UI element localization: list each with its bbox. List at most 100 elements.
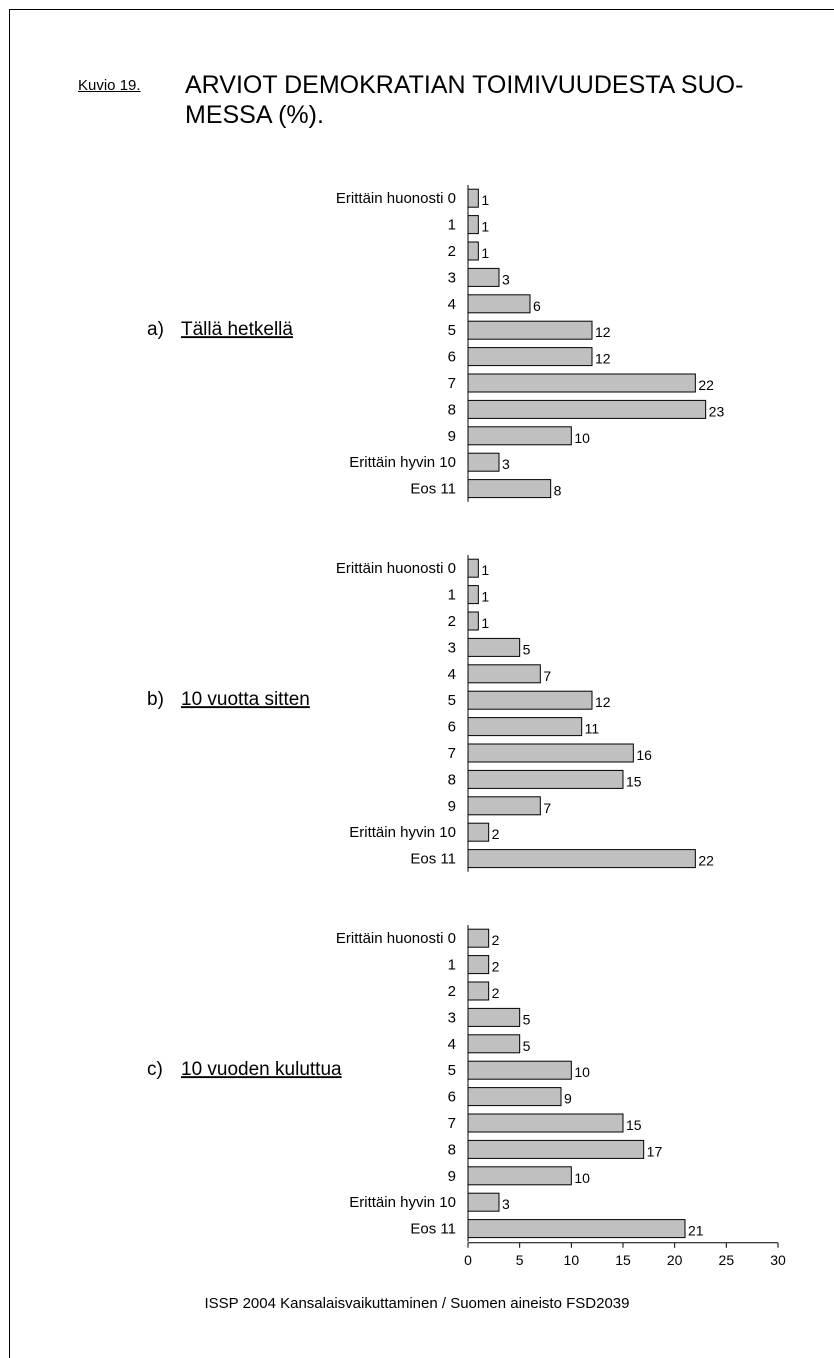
source-note: ISSP 2004 Kansalaisvaikuttaminen / Suome… — [204, 1295, 630, 1312]
bar — [467, 664, 541, 684]
category-label: 7 — [448, 745, 456, 762]
bar — [467, 585, 479, 605]
value-label: 2 — [492, 959, 500, 975]
value-label: 1 — [481, 192, 489, 208]
value-label: 1 — [481, 589, 489, 605]
bar — [467, 637, 521, 657]
group-label: Tällä hetkellä — [181, 319, 293, 340]
value-label: 5 — [523, 1038, 531, 1054]
value-label: 7 — [543, 668, 551, 684]
category-label: Erittäin huonosti 0 — [336, 560, 456, 577]
value-label: 6 — [533, 298, 541, 314]
bar — [467, 1087, 562, 1107]
value-label: 1 — [481, 615, 489, 631]
value-label: 3 — [502, 456, 510, 472]
value-label: 2 — [492, 932, 500, 948]
value-label: 1 — [481, 245, 489, 261]
figure-title: ARVIOT DEMOKRATIAN TOIMIVUUDESTA SUO- ME… — [185, 70, 805, 130]
bar — [467, 928, 490, 948]
x-tick-label: 15 — [615, 1252, 631, 1268]
bar — [467, 452, 500, 472]
category-label: 1 — [448, 587, 456, 604]
category-label: 1 — [448, 957, 456, 974]
figure-title-line-2: MESSA (%). — [185, 101, 324, 129]
bar — [467, 1007, 521, 1027]
category-label: 4 — [448, 296, 456, 313]
value-label: 10 — [574, 1064, 590, 1080]
bar — [467, 822, 490, 842]
bar — [467, 1139, 645, 1159]
value-label: 10 — [574, 430, 590, 446]
bar — [467, 690, 593, 710]
category-label: 9 — [448, 798, 456, 815]
bar — [467, 241, 479, 261]
bar — [467, 981, 490, 1001]
category-label: Eos 11 — [410, 1221, 456, 1238]
category-label: 5 — [448, 322, 456, 339]
category-label: 1 — [448, 217, 456, 234]
value-label: 8 — [554, 483, 562, 499]
category-label: 4 — [448, 1036, 456, 1053]
group-label-prefix: b) — [147, 689, 164, 710]
value-label: 15 — [626, 773, 642, 789]
value-label: 5 — [523, 641, 531, 657]
value-label: 3 — [502, 271, 510, 287]
value-label: 12 — [595, 324, 611, 340]
category-label: 2 — [448, 613, 456, 630]
bar — [467, 743, 634, 763]
category-label: 3 — [448, 1009, 456, 1026]
bar — [467, 426, 572, 446]
bar — [467, 611, 479, 631]
category-label: Eos 11 — [410, 851, 456, 868]
category-label: Erittäin hyvin 10 — [349, 1194, 456, 1211]
value-label: 23 — [709, 403, 725, 419]
category-label: Erittäin huonosti 0 — [336, 190, 456, 207]
category-label: 5 — [448, 692, 456, 709]
bar — [467, 955, 490, 975]
category-label: 6 — [448, 1089, 456, 1106]
value-label: 11 — [585, 721, 600, 737]
group-label-prefix: a) — [147, 319, 164, 340]
x-tick-label: 0 — [464, 1252, 472, 1268]
x-tick-label: 30 — [770, 1252, 786, 1268]
value-label: 2 — [492, 826, 500, 842]
bar — [467, 373, 696, 393]
category-label: Erittäin hyvin 10 — [349, 824, 456, 841]
value-label: 9 — [564, 1091, 572, 1107]
x-tick-label: 10 — [564, 1252, 580, 1268]
value-label: 12 — [595, 351, 611, 367]
bar — [467, 1034, 521, 1054]
category-label: 3 — [448, 269, 456, 286]
x-tick-label: 25 — [719, 1252, 735, 1268]
value-label: 21 — [688, 1223, 704, 1239]
x-tick-label: 5 — [516, 1252, 524, 1268]
category-label: 6 — [448, 719, 456, 736]
category-label: Eos 11 — [410, 481, 456, 498]
x-tick-label: 20 — [667, 1252, 683, 1268]
bar — [467, 479, 552, 499]
value-label: 7 — [543, 800, 551, 816]
category-label: 5 — [448, 1062, 456, 1079]
bar — [467, 347, 593, 367]
bar — [467, 1166, 572, 1186]
category-label: 8 — [448, 401, 456, 418]
bar — [467, 1192, 500, 1212]
bar — [467, 399, 707, 419]
value-label: 16 — [636, 747, 652, 763]
value-label: 5 — [523, 1011, 531, 1027]
value-label: 15 — [626, 1117, 642, 1133]
group-label: 10 vuoden kuluttua — [181, 1059, 342, 1080]
category-label: 7 — [448, 1115, 456, 1132]
category-label: 2 — [448, 243, 456, 260]
bar — [467, 188, 479, 208]
group-label-prefix: c) — [147, 1059, 163, 1080]
bar — [467, 769, 624, 789]
figure-label: Kuvio 19. — [78, 77, 141, 94]
category-label: 9 — [448, 428, 456, 445]
category-label: 9 — [448, 1168, 456, 1185]
bar — [467, 1113, 624, 1133]
figure-title-line-1: ARVIOT DEMOKRATIAN TOIMIVUUDESTA SUO- — [185, 71, 744, 99]
category-label: 2 — [448, 983, 456, 1000]
category-label: 3 — [448, 639, 456, 656]
bar — [467, 1219, 686, 1239]
